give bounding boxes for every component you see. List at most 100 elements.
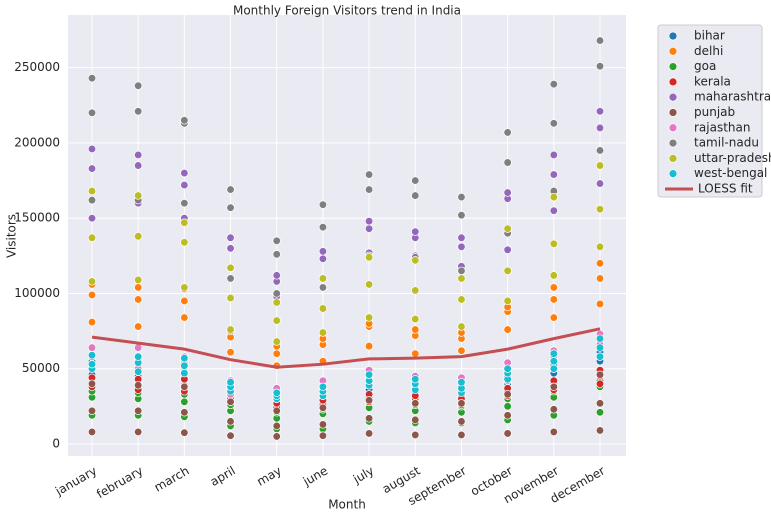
x-tick-label: january xyxy=(52,464,99,499)
point xyxy=(503,158,512,167)
legend-label: uttar-pradesh xyxy=(694,151,771,165)
point xyxy=(134,275,143,285)
point xyxy=(457,192,466,202)
point xyxy=(134,352,143,361)
point xyxy=(134,150,143,160)
point xyxy=(87,74,97,83)
point xyxy=(180,116,189,125)
point xyxy=(411,325,420,334)
legend-marker xyxy=(668,31,678,41)
y-tick-label: 50000 xyxy=(22,361,60,375)
point xyxy=(411,375,420,384)
fit-line xyxy=(91,327,601,369)
point xyxy=(549,271,558,280)
point xyxy=(364,396,374,405)
point xyxy=(595,179,605,188)
point xyxy=(364,414,374,423)
point xyxy=(549,119,558,128)
point xyxy=(272,271,281,280)
point xyxy=(180,198,189,208)
legend-label: punjab xyxy=(694,105,735,119)
point xyxy=(318,200,328,209)
point xyxy=(272,337,281,346)
point xyxy=(226,263,235,273)
point xyxy=(595,426,605,435)
point xyxy=(180,296,189,306)
point xyxy=(457,242,466,251)
point xyxy=(411,430,420,440)
x-axis-label: Month xyxy=(328,498,366,512)
point xyxy=(364,170,374,179)
point xyxy=(180,283,189,292)
point xyxy=(364,280,374,289)
point xyxy=(549,80,558,89)
point xyxy=(318,254,328,263)
point xyxy=(549,405,558,414)
point xyxy=(318,223,328,232)
point xyxy=(457,417,466,426)
point xyxy=(411,191,420,200)
x-tick-label: may xyxy=(254,464,284,489)
legend-marker xyxy=(668,46,678,56)
point xyxy=(87,317,97,327)
point xyxy=(364,185,374,194)
point xyxy=(503,245,512,254)
point xyxy=(226,325,235,334)
point xyxy=(272,298,281,307)
point xyxy=(180,168,189,178)
point xyxy=(226,233,235,242)
point xyxy=(87,360,97,369)
legend-marker xyxy=(668,123,678,133)
point xyxy=(134,427,143,437)
point xyxy=(503,325,512,334)
point xyxy=(87,379,97,388)
point xyxy=(226,244,235,253)
y-tick-label: 0 xyxy=(52,436,60,450)
point xyxy=(595,370,605,379)
point xyxy=(549,349,558,358)
point xyxy=(226,293,235,303)
point xyxy=(457,346,466,355)
point xyxy=(318,283,328,292)
point xyxy=(595,379,605,388)
point xyxy=(180,408,189,417)
point xyxy=(549,382,558,391)
point xyxy=(411,349,420,358)
point xyxy=(549,295,558,304)
point xyxy=(595,274,605,283)
point xyxy=(595,408,605,417)
point xyxy=(595,259,605,268)
point xyxy=(503,390,512,399)
point xyxy=(503,188,512,197)
legend-marker xyxy=(668,77,678,87)
legend-label: tamil-nadu xyxy=(694,136,759,150)
point xyxy=(503,128,512,137)
point xyxy=(503,411,512,420)
point xyxy=(549,427,558,437)
y-tick-label: 150000 xyxy=(14,211,60,225)
point xyxy=(595,334,605,343)
point xyxy=(503,429,512,438)
point xyxy=(134,107,143,116)
point xyxy=(549,283,558,292)
point xyxy=(180,238,189,247)
marks xyxy=(87,36,605,441)
point xyxy=(457,274,466,283)
point xyxy=(134,161,143,170)
point xyxy=(180,397,189,406)
x-tick-label: february xyxy=(94,464,145,502)
point xyxy=(549,239,558,248)
point xyxy=(503,266,512,276)
point xyxy=(364,429,374,438)
point xyxy=(411,314,420,324)
point xyxy=(549,206,558,215)
chart-title: Monthly Foreign Visitors trend in India xyxy=(233,4,461,18)
y-axis-label: Visitors xyxy=(5,214,19,258)
point xyxy=(180,354,189,363)
point xyxy=(87,186,97,196)
point xyxy=(364,253,374,262)
point xyxy=(549,313,558,322)
point xyxy=(226,397,235,406)
point xyxy=(457,266,466,276)
